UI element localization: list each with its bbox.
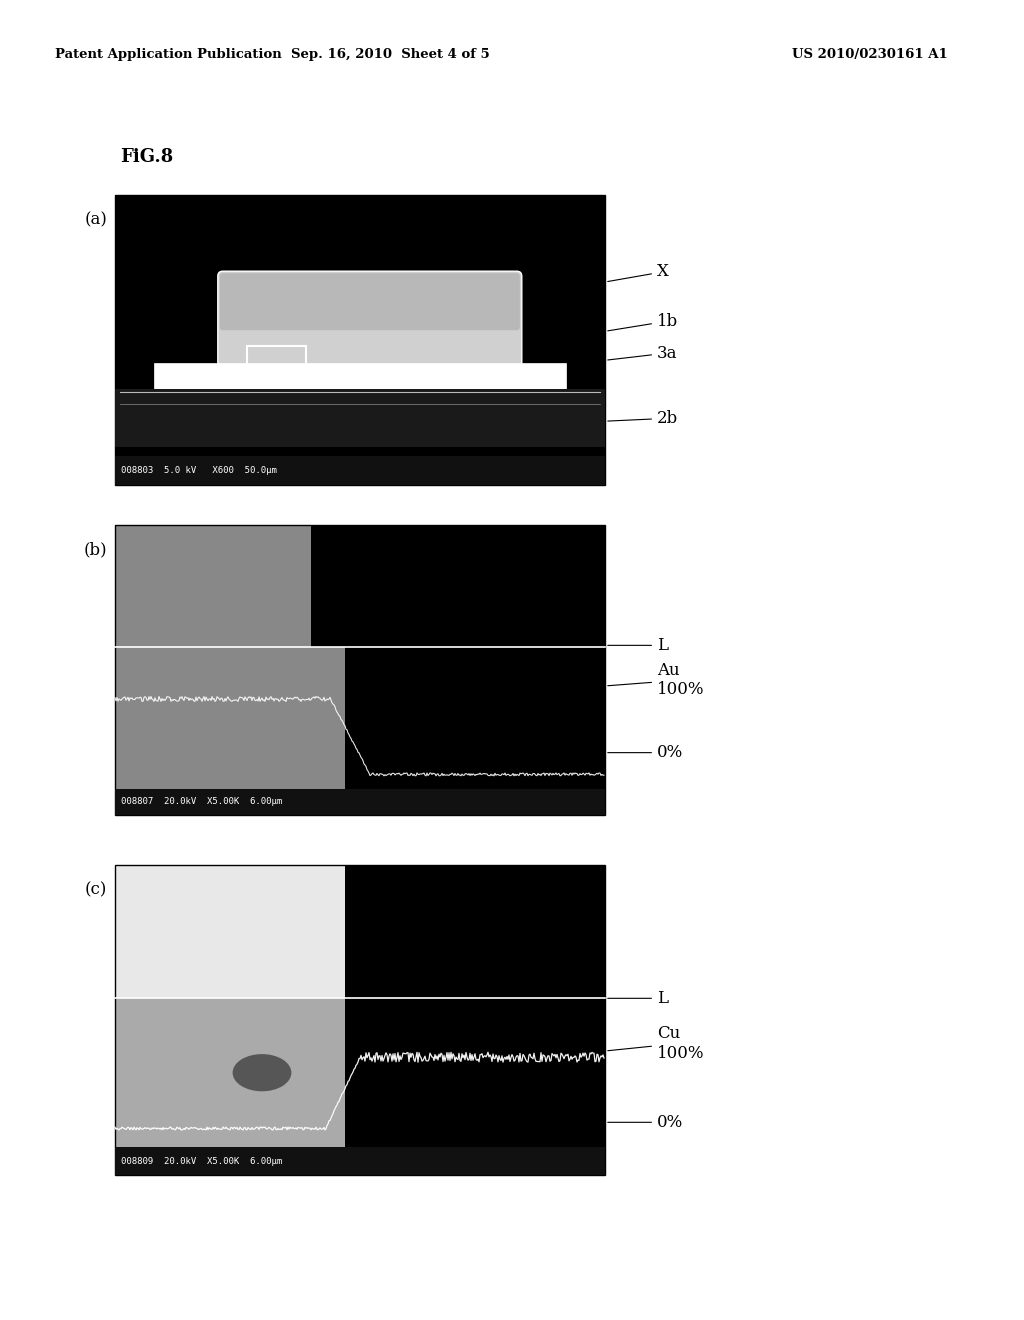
Text: L: L [608, 636, 668, 653]
Text: (c): (c) [85, 880, 106, 898]
Text: 0%: 0% [608, 1114, 683, 1131]
Text: X: X [607, 264, 669, 281]
Text: 008809  20.0kV  X5.00K  6.00μm: 008809 20.0kV X5.00K 6.00μm [121, 1156, 283, 1166]
Text: Patent Application Publication: Patent Application Publication [55, 48, 282, 61]
Bar [311, 525, 605, 647]
Bar [115, 455, 605, 484]
Text: FiG.8: FiG.8 [120, 148, 173, 166]
Ellipse shape [232, 1055, 292, 1092]
Bar [115, 789, 605, 814]
Bar [345, 998, 605, 1147]
Text: 008803  5.0 kV   X600  50.0μm: 008803 5.0 kV X600 50.0μm [121, 466, 276, 475]
Bar [115, 195, 605, 484]
Text: Cu
100%: Cu 100% [608, 1024, 705, 1061]
Bar [115, 525, 605, 814]
Text: US 2010/0230161 A1: US 2010/0230161 A1 [793, 48, 948, 61]
Text: L: L [608, 990, 668, 1007]
Text: 008807  20.0kV  X5.00K  6.00μm: 008807 20.0kV X5.00K 6.00μm [121, 797, 283, 807]
FancyBboxPatch shape [218, 271, 522, 374]
Bar [115, 865, 345, 998]
FancyBboxPatch shape [220, 273, 520, 330]
Text: (b): (b) [83, 541, 106, 558]
Bar [115, 998, 345, 1147]
Text: (a): (a) [84, 211, 106, 228]
Bar [248, 346, 306, 370]
Text: 1b: 1b [607, 313, 678, 331]
Bar [345, 865, 605, 998]
Bar [115, 389, 605, 447]
Bar [155, 363, 566, 389]
Bar [115, 525, 345, 814]
Text: 3a: 3a [608, 345, 678, 362]
Text: Sep. 16, 2010  Sheet 4 of 5: Sep. 16, 2010 Sheet 4 of 5 [291, 48, 489, 61]
Bar [115, 1147, 605, 1175]
Text: 2b: 2b [608, 409, 678, 426]
Bar [115, 865, 605, 1175]
Bar [345, 525, 605, 814]
Text: 0%: 0% [608, 744, 683, 762]
Text: Au
100%: Au 100% [608, 661, 705, 698]
